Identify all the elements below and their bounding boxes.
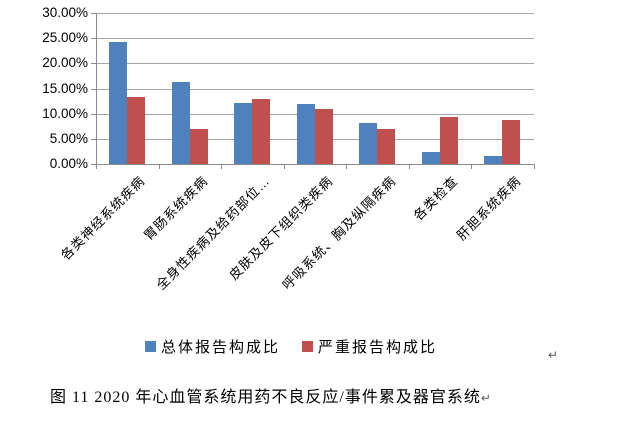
legend-swatch-icon — [302, 341, 314, 352]
paragraph-mark: ↵ — [548, 348, 559, 362]
x-axis-tick — [158, 165, 160, 169]
x-axis-tick — [471, 165, 473, 169]
bar-series-0-cat-6 — [484, 155, 503, 164]
y-axis-tick-label: 25.00% — [42, 30, 88, 46]
y-axis-tick-label: 5.00% — [49, 130, 88, 146]
x-axis-line — [95, 164, 535, 165]
bar-series-1-cat-1 — [189, 128, 208, 164]
bar-series-1-cat-4 — [377, 128, 396, 164]
bar-series-0-cat-4 — [359, 123, 378, 164]
x-axis-tick — [283, 165, 285, 169]
bar-chart-plot-area: 0.00% 5.00% 10.00% 15.00% 20.00% 25.00% 30.00%… — [42, 5, 535, 293]
gridline-20pct — [96, 63, 534, 65]
legend-swatch-icon — [145, 341, 156, 352]
legend-label: 严重报告构成比 — [318, 339, 438, 356]
gridline-30pct — [96, 13, 534, 14]
bar-series-1-cat-0 — [127, 96, 145, 164]
bar-series-0-cat-0 — [109, 41, 127, 164]
y-axis-tick — [91, 63, 96, 65]
y-axis-tick — [91, 113, 96, 115]
chart-legend: 总体报告构成比 严重报告构成比 — [145, 336, 437, 357]
y-axis-tick-label: 30.00% — [42, 5, 88, 20]
gridline-15pct — [96, 88, 534, 90]
x-axis-tick — [408, 165, 410, 169]
y-axis-tick — [91, 38, 96, 40]
y-axis-tick-label: 20.00% — [42, 55, 88, 71]
y-axis-tick — [91, 13, 96, 14]
legend-item-series-0: 总体报告构成比 — [145, 336, 280, 357]
x-axis-tick — [221, 165, 223, 169]
x-axis-tick — [346, 165, 348, 169]
bar-series-0-cat-3 — [296, 104, 315, 164]
x-axis-tick — [534, 165, 535, 169]
legend-item-series-1: 严重报告构成比 — [302, 336, 437, 357]
bar-series-0-cat-2 — [234, 103, 253, 164]
bar-series-1-cat-6 — [502, 119, 521, 164]
y-axis-tick-label: 10.00% — [42, 105, 88, 121]
bar-series-1-cat-3 — [314, 108, 333, 164]
y-axis-tick — [91, 164, 96, 165]
gridline-25pct — [96, 38, 534, 40]
figure-caption-text: 图 11 2020 年心血管系统用药不良反应/事件累及器官系统 — [50, 389, 481, 406]
figure-caption: 图 11 2020 年心血管系统用药不良反应/事件累及器官系统↵ — [50, 383, 492, 407]
y-axis-tick — [91, 88, 96, 90]
y-axis-tick-label: 0.00% — [49, 156, 88, 171]
bar-series-1-cat-2 — [252, 99, 271, 164]
bar-series-0-cat-5 — [421, 152, 440, 164]
x-axis-tick — [96, 165, 97, 169]
y-axis-tick-label: 15.00% — [42, 80, 88, 96]
y-axis-tick — [91, 138, 96, 140]
paragraph-mark: ↵ — [480, 391, 492, 405]
bar-series-0-cat-1 — [171, 82, 190, 164]
bar-series-1-cat-5 — [439, 116, 458, 164]
legend-label: 总体报告构成比 — [161, 339, 281, 356]
y-axis-line — [96, 13, 97, 164]
